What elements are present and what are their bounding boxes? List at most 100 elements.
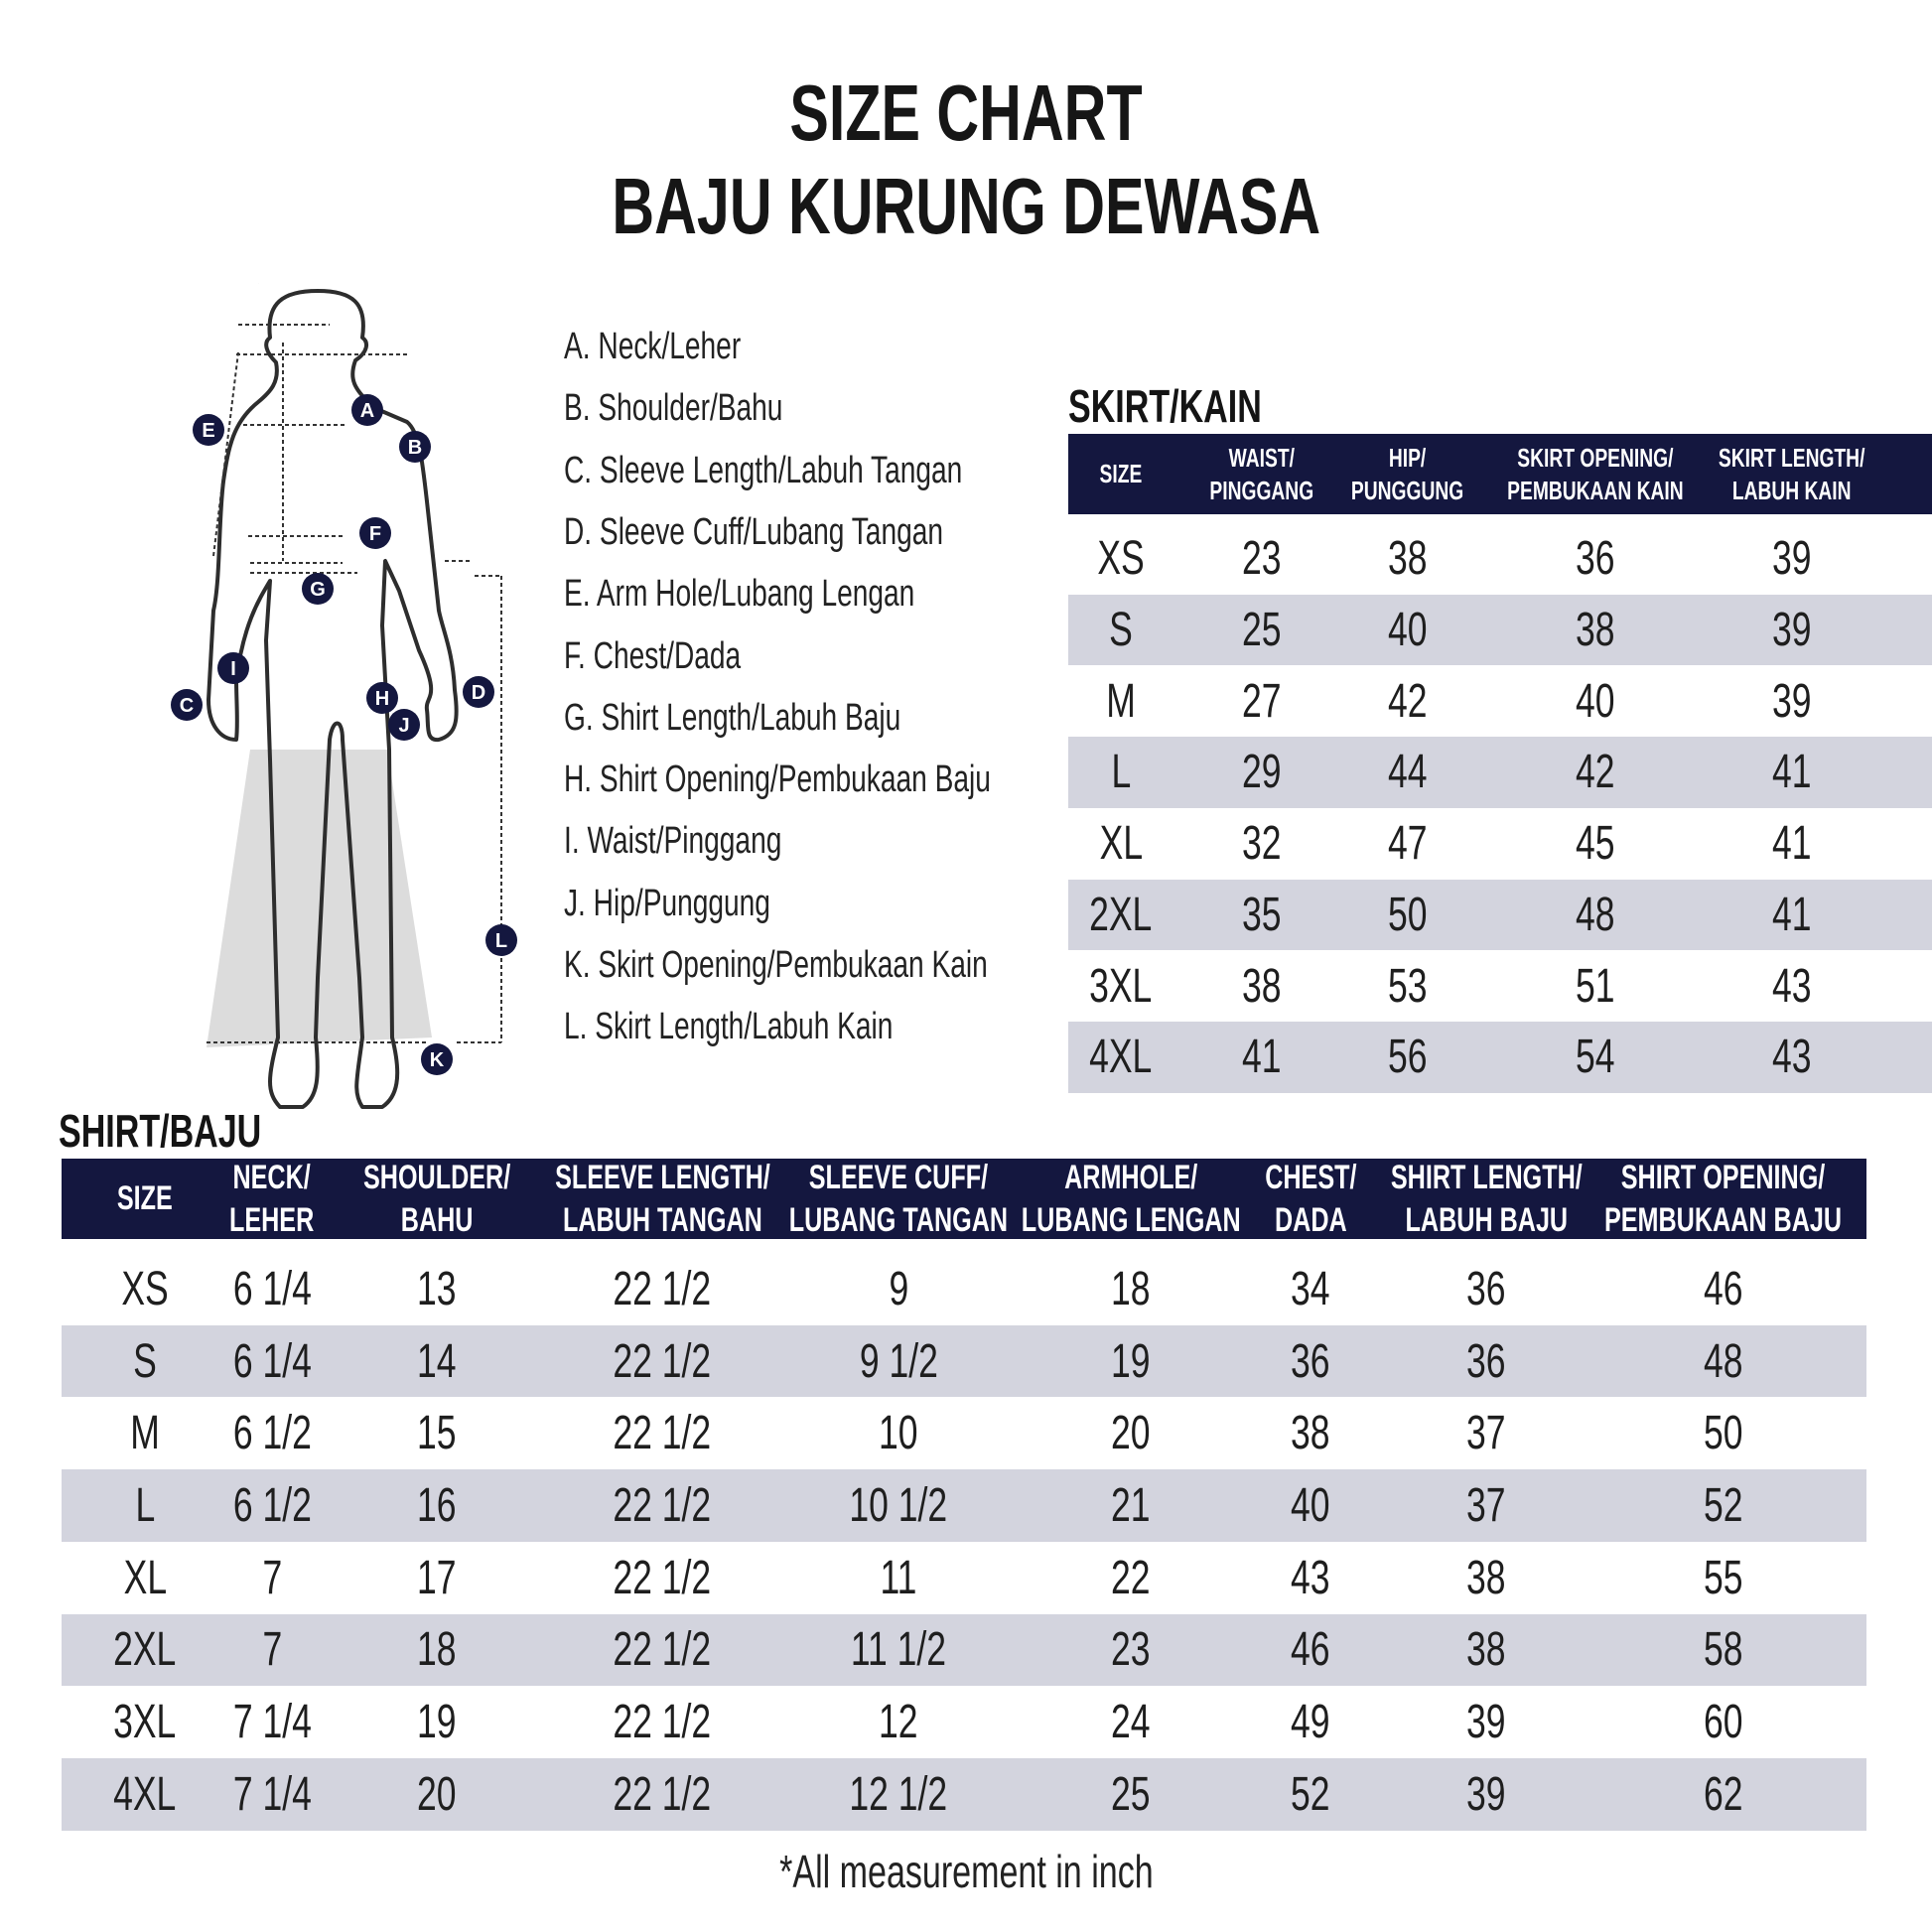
value-cell: 46 xyxy=(1704,1262,1743,1315)
value-cell: 41 xyxy=(1772,746,1812,799)
value-cell: 11 xyxy=(880,1551,917,1604)
svg-text:G: G xyxy=(310,579,326,601)
table-row: L 6 1/2 16 22 1/2 10 1/2 21 40 37 52 xyxy=(62,1469,1866,1542)
marker-l: L xyxy=(485,924,517,956)
value-cell: 19 xyxy=(1111,1334,1151,1388)
size-cell: 2XL xyxy=(113,1623,177,1677)
size-cell: XS xyxy=(1097,532,1145,586)
value-cell: 22 1/2 xyxy=(613,1334,712,1388)
value-cell: 46 xyxy=(1291,1623,1330,1677)
skirt-section-title: SKIRT/KAIN xyxy=(1068,380,1262,432)
value-cell: 15 xyxy=(417,1407,457,1460)
column-header: SHOULDER/BAHU xyxy=(362,1159,511,1239)
svg-text:K: K xyxy=(430,1049,445,1071)
size-cell: XL xyxy=(123,1551,167,1604)
size-cell: L xyxy=(1111,746,1131,799)
marker-k: K xyxy=(421,1043,453,1075)
value-cell: 36 xyxy=(1466,1334,1506,1388)
value-cell: 25 xyxy=(1242,604,1282,657)
value-cell: 14 xyxy=(417,1334,457,1388)
size-cell: 3XL xyxy=(1089,959,1153,1013)
title-line-1: SIZE CHART xyxy=(789,69,1143,157)
value-cell: 48 xyxy=(1576,888,1615,941)
legend-item: L. Skirt Length/Labuh Kain xyxy=(564,1006,894,1048)
value-cell: 22 1/2 xyxy=(613,1767,712,1821)
value-cell: 41 xyxy=(1772,817,1812,871)
footnote: *All measurement in inch xyxy=(778,1846,1154,1897)
marker-g: G xyxy=(302,573,334,605)
value-cell: 40 xyxy=(1291,1478,1330,1532)
value-cell: 21 xyxy=(1111,1478,1151,1532)
value-cell: 29 xyxy=(1242,746,1282,799)
value-cell: 54 xyxy=(1576,1031,1615,1084)
size-cell: XS xyxy=(121,1262,169,1315)
value-cell: 45 xyxy=(1576,817,1615,871)
value-cell: 6 1/2 xyxy=(232,1478,312,1532)
size-cell: L xyxy=(135,1478,155,1532)
value-cell: 12 1/2 xyxy=(849,1767,948,1821)
value-cell: 38 xyxy=(1576,604,1615,657)
value-cell: 39 xyxy=(1772,674,1812,728)
value-cell: 60 xyxy=(1704,1696,1743,1749)
svg-text:E: E xyxy=(202,420,214,442)
shirt-size-table: SIZE NECK/LEHER SHOULDER/BAHU SLEEVE LENGTH… xyxy=(62,1159,1866,1839)
value-cell: 49 xyxy=(1291,1696,1330,1749)
value-cell: 17 xyxy=(417,1551,457,1604)
value-cell: 47 xyxy=(1388,817,1428,871)
column-header: SIZE xyxy=(117,1179,173,1218)
value-cell: 7 xyxy=(262,1551,282,1604)
value-cell: 43 xyxy=(1772,959,1812,1013)
column-header: ARMHOLE/LUBANG LENGAN xyxy=(1021,1159,1241,1239)
marker-a: A xyxy=(351,394,383,426)
table-header: SIZE NECK/LEHER SHOULDER/BAHU SLEEVE LENGTH… xyxy=(62,1159,1866,1239)
legend-item: K. Skirt Opening/Pembukaan Kain xyxy=(564,944,988,986)
value-cell: 6 1/4 xyxy=(232,1334,312,1388)
legend-item: E. Arm Hole/Lubang Lengan xyxy=(564,573,915,616)
svg-text:C: C xyxy=(180,695,194,717)
value-cell: 18 xyxy=(417,1623,457,1677)
value-cell: 7 xyxy=(262,1623,282,1677)
value-cell: 42 xyxy=(1576,746,1615,799)
legend-item: I. Waist/Pinggang xyxy=(564,820,782,863)
value-cell: 52 xyxy=(1291,1767,1330,1821)
value-cell: 39 xyxy=(1466,1767,1506,1821)
value-cell: 36 xyxy=(1576,532,1615,586)
value-cell: 38 xyxy=(1466,1623,1506,1677)
marker-j: J xyxy=(388,709,420,741)
value-cell: 53 xyxy=(1388,959,1428,1013)
column-header: SKIRT LENGTH/LABUH KAIN xyxy=(1719,443,1865,505)
value-cell: 10 1/2 xyxy=(849,1478,948,1532)
size-cell: 4XL xyxy=(113,1767,177,1821)
column-header: NECK/LEHER xyxy=(229,1159,315,1239)
value-cell: 22 1/2 xyxy=(613,1262,712,1315)
table-row: S 6 1/4 14 22 1/2 9 1/2 19 36 36 48 xyxy=(62,1324,1866,1398)
value-cell: 62 xyxy=(1704,1767,1743,1821)
value-cell: 41 xyxy=(1772,888,1812,941)
legend-item: B. Shoulder/Bahu xyxy=(564,387,783,430)
value-cell: 50 xyxy=(1388,888,1428,941)
value-cell: 20 xyxy=(1111,1407,1151,1460)
value-cell: 7 1/4 xyxy=(232,1767,312,1821)
value-cell: 23 xyxy=(1111,1623,1151,1677)
value-cell: 10 xyxy=(879,1407,918,1460)
value-cell: 34 xyxy=(1291,1262,1330,1315)
table-row: S 25 40 38 39 xyxy=(1068,594,1932,666)
value-cell: 39 xyxy=(1772,604,1812,657)
size-cell: M xyxy=(130,1407,160,1460)
value-cell: 58 xyxy=(1704,1623,1743,1677)
table-row: 3XL 7 1/4 19 22 1/2 12 24 49 39 60 xyxy=(62,1686,1866,1758)
table-row: 4XL 41 56 54 43 xyxy=(1068,1021,1932,1093)
value-cell: 43 xyxy=(1291,1551,1330,1604)
value-cell: 36 xyxy=(1291,1334,1330,1388)
value-cell: 12 xyxy=(879,1696,918,1749)
legend-item: F. Chest/Dada xyxy=(564,634,742,677)
table-row: 2XL 7 18 22 1/2 11 1/2 23 46 38 58 xyxy=(62,1613,1866,1687)
table-row: 2XL 35 50 48 41 xyxy=(1068,879,1932,951)
value-cell: 25 xyxy=(1111,1767,1151,1821)
svg-text:B: B xyxy=(408,437,422,459)
table-row: XL 7 17 22 1/2 11 22 43 38 55 xyxy=(62,1542,1866,1614)
value-cell: 18 xyxy=(1111,1262,1151,1315)
value-cell: 19 xyxy=(417,1696,457,1749)
legend-item: J. Hip/Punggung xyxy=(564,882,770,924)
marker-d: D xyxy=(463,676,494,708)
